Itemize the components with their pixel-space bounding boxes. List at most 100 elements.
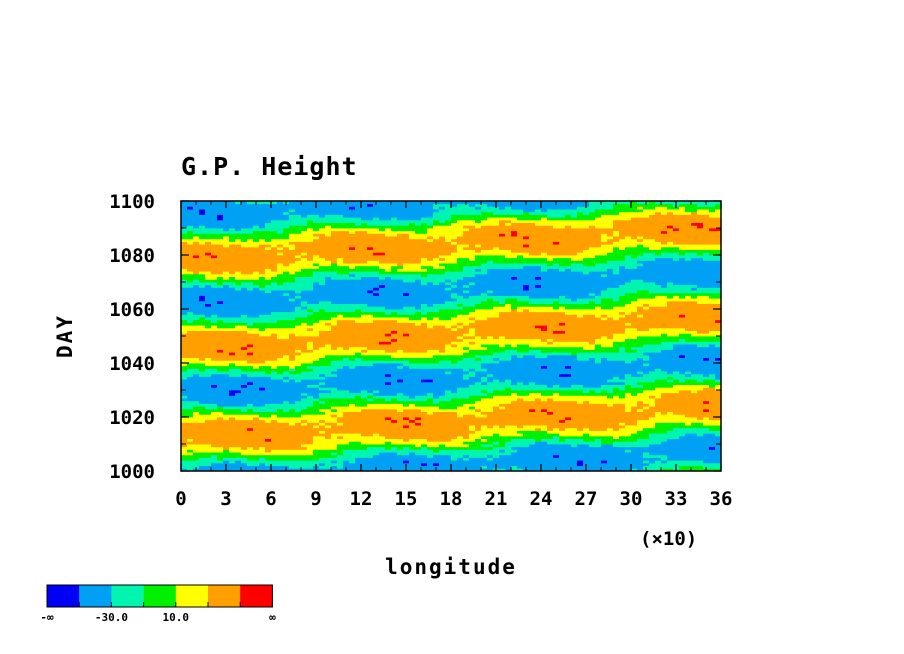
heatmap-cell [307,325,314,329]
heatmap-cell [331,435,338,439]
heatmap-cell [277,325,284,329]
heatmap-cell [181,352,188,356]
heatmap-cell [619,327,626,331]
heatmap-cell [679,360,686,364]
heatmap-cell [415,400,422,404]
heatmap-cell [313,398,320,402]
heatmap-cell [613,344,620,348]
heatmap-cell [325,346,332,350]
heatmap-cell [313,438,320,442]
heatmap-cell [331,354,338,358]
heatmap-cell [601,411,608,415]
heatmap-cell [265,325,272,329]
heatmap-cell [295,384,302,388]
heatmap-cell [517,452,524,456]
heatmap-cell [691,395,698,399]
heatmap-cell [607,441,614,445]
heatmap-cell [505,417,512,421]
heatmap-cell [403,357,410,361]
heatmap-cell [625,435,632,439]
heatmap-cell [403,360,410,364]
heatmap-cell [583,365,590,369]
heatmap-cell [247,406,254,410]
heatmap-cell [595,441,602,445]
heatmap-cell [391,427,398,431]
heatmap-cell [469,360,476,364]
heatmap-cell [637,390,644,394]
heatmap-cell [337,354,344,358]
heatmap-cell [589,390,596,394]
heatmap-cell [301,435,308,439]
heatmap-cell [691,322,698,326]
heatmap-cell [313,444,320,448]
heatmap-cell [427,333,434,337]
heatmap-cell [625,392,632,396]
heatmap-cell [625,373,632,377]
heatmap-cell [415,465,422,469]
heatmap-cell [343,322,350,326]
heatmap-cell [259,387,266,391]
heatmap-cell [433,379,440,383]
heatmap-cell [271,433,278,437]
heatmap-cell [289,417,296,421]
heatmap-cell [481,422,488,426]
heatmap-cell [313,449,320,453]
heatmap-cell [517,341,524,345]
heatmap-cell [385,454,392,458]
heatmap-cell [361,462,368,466]
heatmap-cell [271,457,278,461]
heatmap-cell [337,387,344,391]
heatmap-cell [301,327,308,331]
heatmap-cell [421,414,428,418]
heatmap-cell [637,403,644,407]
heatmap-cell [271,368,278,372]
heatmap-cell [307,379,314,383]
heatmap-cell [595,454,602,458]
heatmap-cell [373,419,380,423]
heatmap-cell [571,452,578,456]
heatmap-cell [265,414,272,418]
heatmap-cell [673,387,680,391]
heatmap-cell [283,371,290,375]
heatmap-cell [565,414,572,418]
heatmap-cell [499,352,506,356]
heatmap-cell [577,354,584,358]
heatmap-cell [715,341,722,345]
heatmap-cell [439,462,446,466]
heatmap-cell [583,379,590,383]
heatmap-cell [421,392,428,396]
heatmap-cell [697,376,704,380]
heatmap-cell [691,325,698,329]
heatmap-cell [451,371,458,375]
heatmap-cell [379,400,386,404]
heatmap-cell [181,446,188,450]
heatmap-cell [295,435,302,439]
heatmap-cell [703,438,710,442]
heatmap-cell [481,330,488,334]
heatmap-cell [703,371,710,375]
heatmap-cell [283,390,290,394]
heatmap-cell [217,438,224,442]
heatmap-cell [247,387,254,391]
heatmap-cell [355,319,362,323]
heatmap-cell [319,322,326,326]
heatmap-cell [331,390,338,394]
heatmap-cell [535,419,542,423]
heatmap-cell [445,414,452,418]
heatmap-cell [367,344,374,348]
heatmap-cell [355,408,362,412]
heatmap-cell [541,330,548,334]
heatmap-cell [355,354,362,358]
heatmap-cell [349,452,356,456]
heatmap-cell [319,327,326,331]
heatmap-cell [349,344,356,348]
heatmap-cell [595,330,602,334]
heatmap-cell [475,368,482,372]
heatmap-cell [673,338,680,342]
heatmap-cell [247,419,254,423]
heatmap-cell [325,390,332,394]
heatmap-cell [499,381,506,385]
heatmap-cell [709,427,716,431]
heatmap-cell [301,336,308,340]
heatmap-cell [313,392,320,396]
